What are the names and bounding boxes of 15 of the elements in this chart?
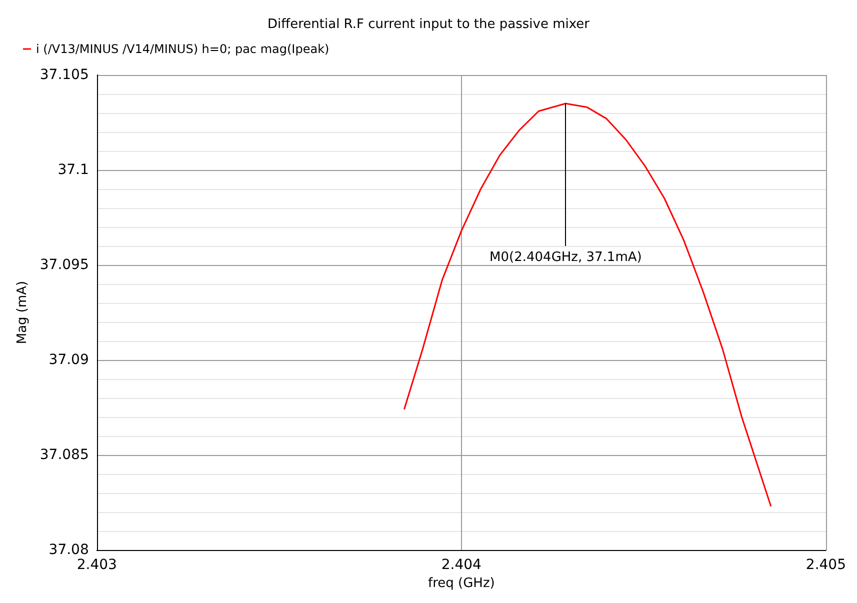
annotation: M0(2.404GHz, 37.1mA) <box>490 250 642 265</box>
x-tick-label: 2.404 <box>441 557 482 573</box>
x-tick-label: 2.403 <box>76 557 117 573</box>
x-axis-title: freq (GHz) <box>428 576 495 591</box>
y-tick-label: 37.1 <box>58 162 89 178</box>
x-tick-label: 2.405 <box>806 557 846 573</box>
line-series <box>403 102 772 508</box>
y-tick-label: 37.09 <box>48 352 89 368</box>
legend-label: i (/V13/MINUS /V14/MINUS) h=0; pac mag(Ipeak) <box>36 42 330 56</box>
y-tick-label: 37.08 <box>48 542 89 558</box>
y-tick-label: 37.095 <box>40 257 89 273</box>
y-axis-title: Mag (mA) <box>15 280 30 344</box>
y-tick-label: 37.105 <box>40 67 89 83</box>
y-tick-label: 37.085 <box>40 447 89 463</box>
chart-title: Differential R.F current input to the passive mixer <box>268 17 590 32</box>
